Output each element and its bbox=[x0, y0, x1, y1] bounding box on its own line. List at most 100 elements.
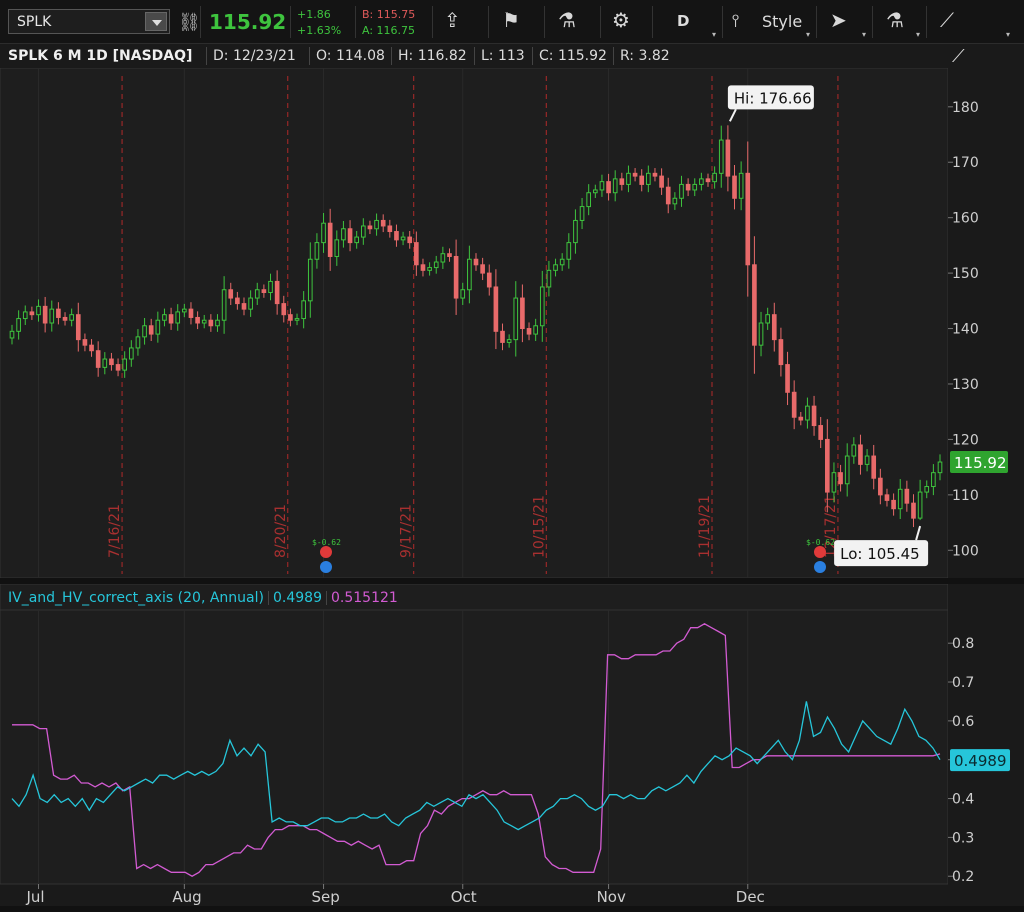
flask-icon[interactable]: ⚗ bbox=[886, 8, 904, 32]
iv-value-tag bbox=[950, 749, 1010, 772]
candle-body bbox=[659, 175, 664, 188]
indicator-axis bbox=[948, 584, 1024, 906]
candle-body bbox=[606, 181, 611, 194]
candle-body bbox=[274, 280, 280, 305]
chart-title: SPLK 6 M 1D [NASDAQ] bbox=[8, 48, 193, 64]
period-selector[interactable]: D bbox=[677, 12, 690, 30]
month-tick-label: Oct bbox=[451, 888, 477, 906]
candle-body bbox=[758, 322, 764, 346]
hi-label: Hi: 176.66 bbox=[734, 89, 812, 107]
bar-close: C: 115.92 bbox=[539, 48, 607, 64]
candle-body bbox=[473, 258, 479, 266]
panel-divider[interactable] bbox=[0, 578, 1024, 584]
indicator-tick-label: 0.8 bbox=[952, 636, 974, 652]
candle-body bbox=[599, 181, 605, 191]
candle-body bbox=[235, 297, 240, 305]
candle-body bbox=[374, 219, 379, 230]
candle-body bbox=[566, 242, 572, 260]
style-menu-button[interactable]: Style bbox=[762, 12, 803, 31]
flag-icon[interactable]: ⚑ bbox=[502, 8, 520, 32]
candle-body bbox=[752, 264, 757, 346]
candle-body bbox=[798, 416, 804, 421]
candle-body bbox=[705, 178, 711, 183]
candle-body bbox=[241, 303, 247, 310]
candle-body bbox=[89, 344, 94, 352]
candle-body bbox=[467, 258, 472, 291]
candle-body bbox=[513, 297, 519, 341]
bar-range: R: 3.82 bbox=[620, 48, 670, 64]
cursor-icon[interactable]: ➤ bbox=[830, 8, 847, 32]
candle-body bbox=[539, 286, 545, 327]
cursor-caret-icon[interactable]: ▾ bbox=[862, 30, 867, 39]
candle-body bbox=[354, 236, 360, 244]
indicator-name[interactable]: IV_and_HV_correct_axis (20, Annual) bbox=[8, 590, 264, 606]
candle-body bbox=[148, 325, 154, 335]
candle-body bbox=[831, 472, 837, 493]
gear-icon[interactable]: ⚙ bbox=[612, 8, 630, 32]
event-date-label: 7/16/21 bbox=[107, 504, 123, 558]
bar-open: O: 114.08 bbox=[316, 48, 385, 64]
candle-body bbox=[69, 314, 74, 321]
drawing-icon[interactable]: ⟋ bbox=[952, 46, 965, 67]
candle-body bbox=[679, 183, 684, 199]
candle-body bbox=[188, 308, 194, 318]
candle-body bbox=[520, 297, 525, 330]
event-date-label: 10/15/21 bbox=[531, 495, 547, 558]
candles-icon[interactable]: ⫯ bbox=[732, 11, 740, 31]
candle-body bbox=[818, 425, 824, 440]
candle-body bbox=[858, 444, 863, 465]
price-tick-label: 120 bbox=[952, 432, 979, 448]
candle-body bbox=[917, 491, 923, 519]
horizontal-scrollbar[interactable] bbox=[0, 906, 1024, 912]
drawing-icon[interactable]: ⟋ bbox=[940, 8, 954, 32]
symbol-selector[interactable]: SPLK bbox=[8, 9, 170, 34]
period-caret-icon[interactable]: ▾ bbox=[712, 30, 717, 39]
candle-body bbox=[838, 472, 843, 485]
bar-high: H: 116.82 bbox=[398, 48, 467, 64]
iv-value-tag-label: 0.4989 bbox=[954, 752, 1007, 770]
link-icon[interactable]: ⛓ bbox=[178, 12, 201, 33]
candle-body bbox=[115, 364, 121, 371]
candle-body bbox=[785, 364, 790, 393]
style-caret-icon[interactable]: ▾ bbox=[806, 30, 811, 39]
candle-body bbox=[718, 139, 724, 174]
chevron-down-icon[interactable] bbox=[145, 12, 167, 31]
candle-body bbox=[440, 253, 446, 263]
indicator-tick-label: 0.4 bbox=[952, 792, 974, 808]
candle-body bbox=[612, 178, 618, 194]
indicator-chart[interactable]: 0.80.70.60.50.40.30.20.4989JulAugSepOctN… bbox=[0, 584, 1024, 906]
symbol-text: SPLK bbox=[17, 14, 52, 30]
candle-body bbox=[931, 472, 936, 488]
candle-body bbox=[811, 405, 817, 427]
drawing-caret-icon[interactable]: ▾ bbox=[1006, 30, 1011, 39]
month-tick-label: Nov bbox=[597, 888, 626, 906]
price-tick-label: 160 bbox=[952, 211, 979, 227]
candle-body bbox=[122, 358, 128, 371]
candle-body bbox=[579, 206, 585, 221]
candle-body bbox=[891, 499, 896, 510]
candle-body bbox=[427, 267, 432, 271]
last-price: 115.92 bbox=[209, 10, 287, 34]
bar-low: L: 113 bbox=[481, 48, 525, 64]
share-icon[interactable]: ⇪ bbox=[444, 8, 461, 32]
candle-body bbox=[878, 477, 883, 496]
candle-body bbox=[665, 186, 671, 205]
candle-body bbox=[327, 222, 333, 257]
toolbar: SPLK ⛓ 115.92 +1.86 +1.63% B: 115.75 A: … bbox=[0, 0, 1024, 44]
candle-body bbox=[486, 272, 492, 288]
studies-caret-icon[interactable]: ▾ bbox=[916, 30, 921, 39]
candle-body bbox=[712, 172, 717, 183]
flask-icon[interactable]: ⚗ bbox=[558, 8, 576, 32]
hv-series-line bbox=[12, 623, 941, 877]
candle-body bbox=[228, 289, 234, 299]
event-date-label: 11/19/21 bbox=[697, 495, 713, 558]
event-date-label: 8/20/21 bbox=[273, 504, 289, 558]
candle-body bbox=[288, 314, 293, 321]
price-tick-label: 100 bbox=[952, 543, 979, 559]
price-chart[interactable]: 7/16/21 8/20/21 9/17/21 10/15/21 11/19/21 12/… bbox=[0, 68, 1024, 578]
candle-body bbox=[168, 314, 174, 324]
month-tick-label: Jul bbox=[26, 888, 45, 906]
candle-body bbox=[367, 225, 373, 230]
candle-body bbox=[805, 405, 810, 421]
candle-body bbox=[314, 242, 320, 260]
